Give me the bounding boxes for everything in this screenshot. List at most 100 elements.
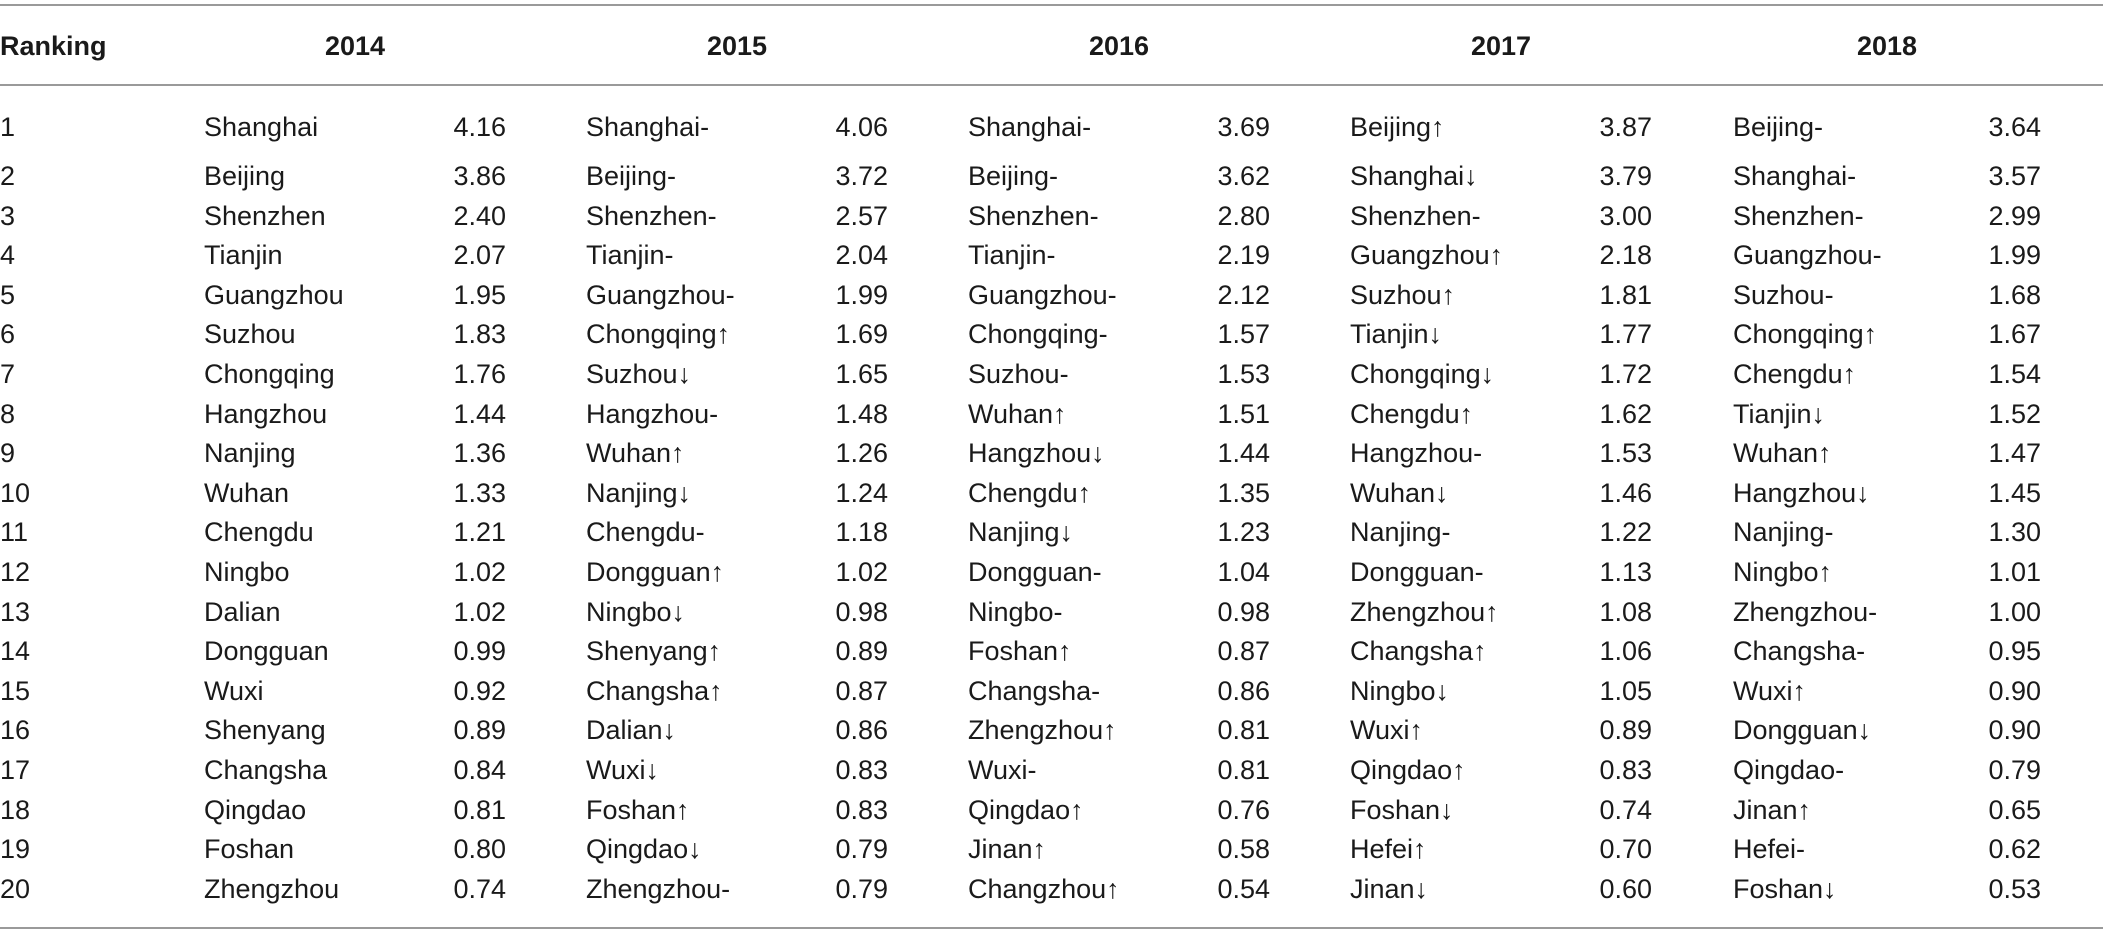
value-cell: 1.24 [835,477,888,508]
rank-cell: 5 [0,279,16,310]
city-cell: Chongqing↑ [586,319,731,350]
rank-cell: 19 [0,834,31,865]
city-cell: Chengdu [204,517,314,548]
city-cell: Changsha↑ [1350,636,1487,667]
city-cell: Hangzhou↓ [968,438,1105,469]
rank-cell: 4 [0,240,16,271]
value-cell: 0.53 [1988,873,2041,904]
city-cell: Tianjin↓ [1733,398,1826,429]
city-cell: Wuxi↓ [586,755,660,785]
value-cell: 3.79 [1599,161,1652,191]
city-cell: Dongguan↑ [586,557,725,587]
city-cell: Zhengzhou- [586,873,731,904]
city-cell: Chengdu↑ [1350,398,1474,429]
city-cell: Nanjing↓ [586,477,692,508]
value-cell: 0.92 [453,675,506,706]
value-cell: 3.62 [1217,161,1270,191]
city-cell: Shenyang↑ [586,636,722,667]
bottom-rule [0,927,2103,929]
city-cell: Tianjin↓ [1350,319,1443,350]
city-cell: Suzhou [204,319,296,350]
header-cell: 2016 [1088,31,1150,61]
value-cell: 0.79 [1988,755,2041,785]
value-cell: 1.21 [453,517,506,548]
value-cell: 3.87 [1599,112,1652,142]
city-cell: Wuhan↓ [1350,477,1449,508]
city-cell: Suzhou↓ [586,359,692,389]
value-cell: 0.87 [1217,636,1270,667]
city-cell: Foshan↑ [968,636,1072,667]
city-cell: Zhengzhou↑ [1350,596,1499,627]
city-cell: Wuhan↑ [1733,438,1832,469]
city-cell: Nanjing↓ [968,517,1074,548]
rank-cell: 16 [0,715,31,746]
city-cell: Shenyang [204,715,326,746]
city-cell: Ningbo- [968,596,1063,627]
city-cell: Dongguan- [968,557,1102,587]
city-cell: Chengdu↑ [1733,359,1857,389]
city-cell: Dalian↓ [586,715,677,746]
value-cell: 3.72 [835,161,888,191]
value-cell: 2.80 [1217,200,1270,231]
city-cell: Ningbo↓ [586,596,686,627]
city-cell: Changsha- [968,675,1101,706]
header-cell: 2017 [1470,31,1532,61]
city-cell: Guangzhou↑ [1350,240,1504,271]
city-cell: Hefei- [1733,834,1806,865]
value-cell: 0.81 [453,794,506,825]
rank-cell: 20 [0,873,31,904]
city-cell: Dalian [204,596,281,627]
header-cell: 2014 [324,31,386,61]
city-cell: Nanjing [204,438,296,469]
value-cell: 3.86 [453,161,506,191]
value-cell: 2.40 [453,200,506,231]
value-cell: 1.47 [1988,438,2041,469]
value-cell: 1.13 [1599,557,1652,587]
city-cell: Shenzhen- [586,200,717,231]
city-cell: Qingdao- [1733,755,1845,785]
city-cell: Shanghai- [968,112,1092,142]
city-cell: Zhengzhou [204,873,340,904]
city-cell: Hangzhou [204,398,328,429]
city-cell: Foshan↑ [586,794,690,825]
city-cell: Chengdu- [586,517,705,548]
value-cell: 1.30 [1988,517,2041,548]
city-cell: Changsha- [1733,636,1866,667]
value-cell: 0.90 [1988,715,2041,746]
value-cell: 0.81 [1217,715,1270,746]
city-cell: Hangzhou↓ [1733,477,1870,508]
rank-cell: 13 [0,596,31,627]
city-cell: Hefei↑ [1350,834,1427,865]
city-cell: Wuxi- [968,755,1037,785]
value-cell: 0.87 [835,675,888,706]
city-cell: Dongguan [204,636,329,667]
rank-cell: 7 [0,359,16,389]
city-cell: Jinan↑ [1733,794,1812,825]
value-cell: 0.79 [835,873,888,904]
value-cell: 0.62 [1988,834,2041,865]
value-cell: 1.77 [1599,319,1652,350]
rank-cell: 10 [0,477,31,508]
value-cell: 2.04 [835,240,888,271]
rank-cell: 8 [0,398,16,429]
value-cell: 0.60 [1599,873,1652,904]
city-cell: Wuxi↑ [1350,715,1424,746]
value-cell: 1.22 [1599,517,1652,548]
value-cell: 1.65 [835,359,888,389]
header-rule [0,84,2103,86]
value-cell: 1.72 [1599,359,1652,389]
value-cell: 0.95 [1988,636,2041,667]
city-cell: Qingdao↑ [968,794,1084,825]
city-cell: Wuxi↑ [1733,675,1807,706]
value-cell: 0.70 [1599,834,1652,865]
value-cell: 1.67 [1988,319,2041,350]
city-cell: Qingdao↑ [1350,755,1466,785]
city-cell: Foshan↓ [1733,873,1837,904]
value-cell: 0.80 [453,834,506,865]
city-cell: Suzhou↑ [1350,279,1456,310]
value-cell: 0.76 [1217,794,1270,825]
header-cell: 2018 [1856,31,1918,61]
value-cell: 1.81 [1599,279,1652,310]
value-cell: 0.83 [1599,755,1652,785]
city-cell: Beijing- [968,161,1059,191]
